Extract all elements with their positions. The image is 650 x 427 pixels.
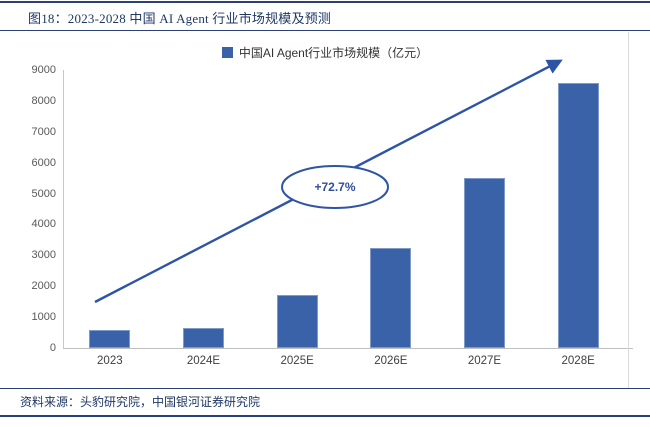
x-axis-label: 2023 bbox=[97, 355, 123, 367]
y-tick-label: 5000 bbox=[31, 187, 56, 200]
y-tick-label: 7000 bbox=[31, 125, 56, 138]
bottom-border-line bbox=[0, 415, 650, 417]
y-tick-label: 2000 bbox=[31, 280, 56, 293]
legend-label: 中国AI Agent行业市场规模（亿元） bbox=[238, 46, 429, 60]
plot-right-border-line bbox=[628, 32, 629, 388]
y-tick-label: 4000 bbox=[31, 218, 56, 231]
chart-legend: 中国AI Agent行业市场规模（亿元） bbox=[0, 44, 650, 61]
x-axis-label: 2028E bbox=[561, 355, 595, 367]
source-note: 资料来源：头豹研究院，中国银河证券研究院 bbox=[20, 395, 261, 409]
bar-2024E bbox=[183, 327, 224, 348]
source-divider-line bbox=[0, 388, 650, 389]
y-tick-label: 8000 bbox=[31, 94, 56, 107]
bar-2028E bbox=[557, 82, 599, 348]
bar-2026E bbox=[370, 247, 412, 348]
x-axis-label: 2024E bbox=[186, 355, 221, 367]
figure-title: 图18：2023-2028 中国 AI Agent 行业市场规模及预测 bbox=[28, 11, 332, 26]
x-axis-label: 2027E bbox=[467, 355, 502, 367]
legend-marker-square bbox=[221, 47, 233, 58]
top-border-line bbox=[0, 1, 650, 3]
bar-2027E bbox=[464, 178, 505, 348]
bar-2023 bbox=[89, 330, 131, 348]
x-axis-label: 2025E bbox=[280, 355, 314, 367]
y-tick-label: 9000 bbox=[31, 64, 56, 76]
cagr-annotation-text: +72.7% bbox=[314, 180, 355, 194]
y-tick-label: 0 bbox=[49, 342, 56, 354]
x-axis-label: 2026E bbox=[374, 355, 408, 367]
title-divider-line bbox=[0, 30, 650, 31]
bar-2025E bbox=[276, 294, 318, 348]
y-tick-label: 3000 bbox=[31, 249, 56, 262]
y-tick-label: 1000 bbox=[31, 311, 56, 324]
cagr-ellipse bbox=[281, 165, 389, 209]
y-axis-line bbox=[63, 70, 64, 348]
y-tick-label: 6000 bbox=[31, 156, 56, 169]
x-axis-line bbox=[63, 348, 633, 349]
